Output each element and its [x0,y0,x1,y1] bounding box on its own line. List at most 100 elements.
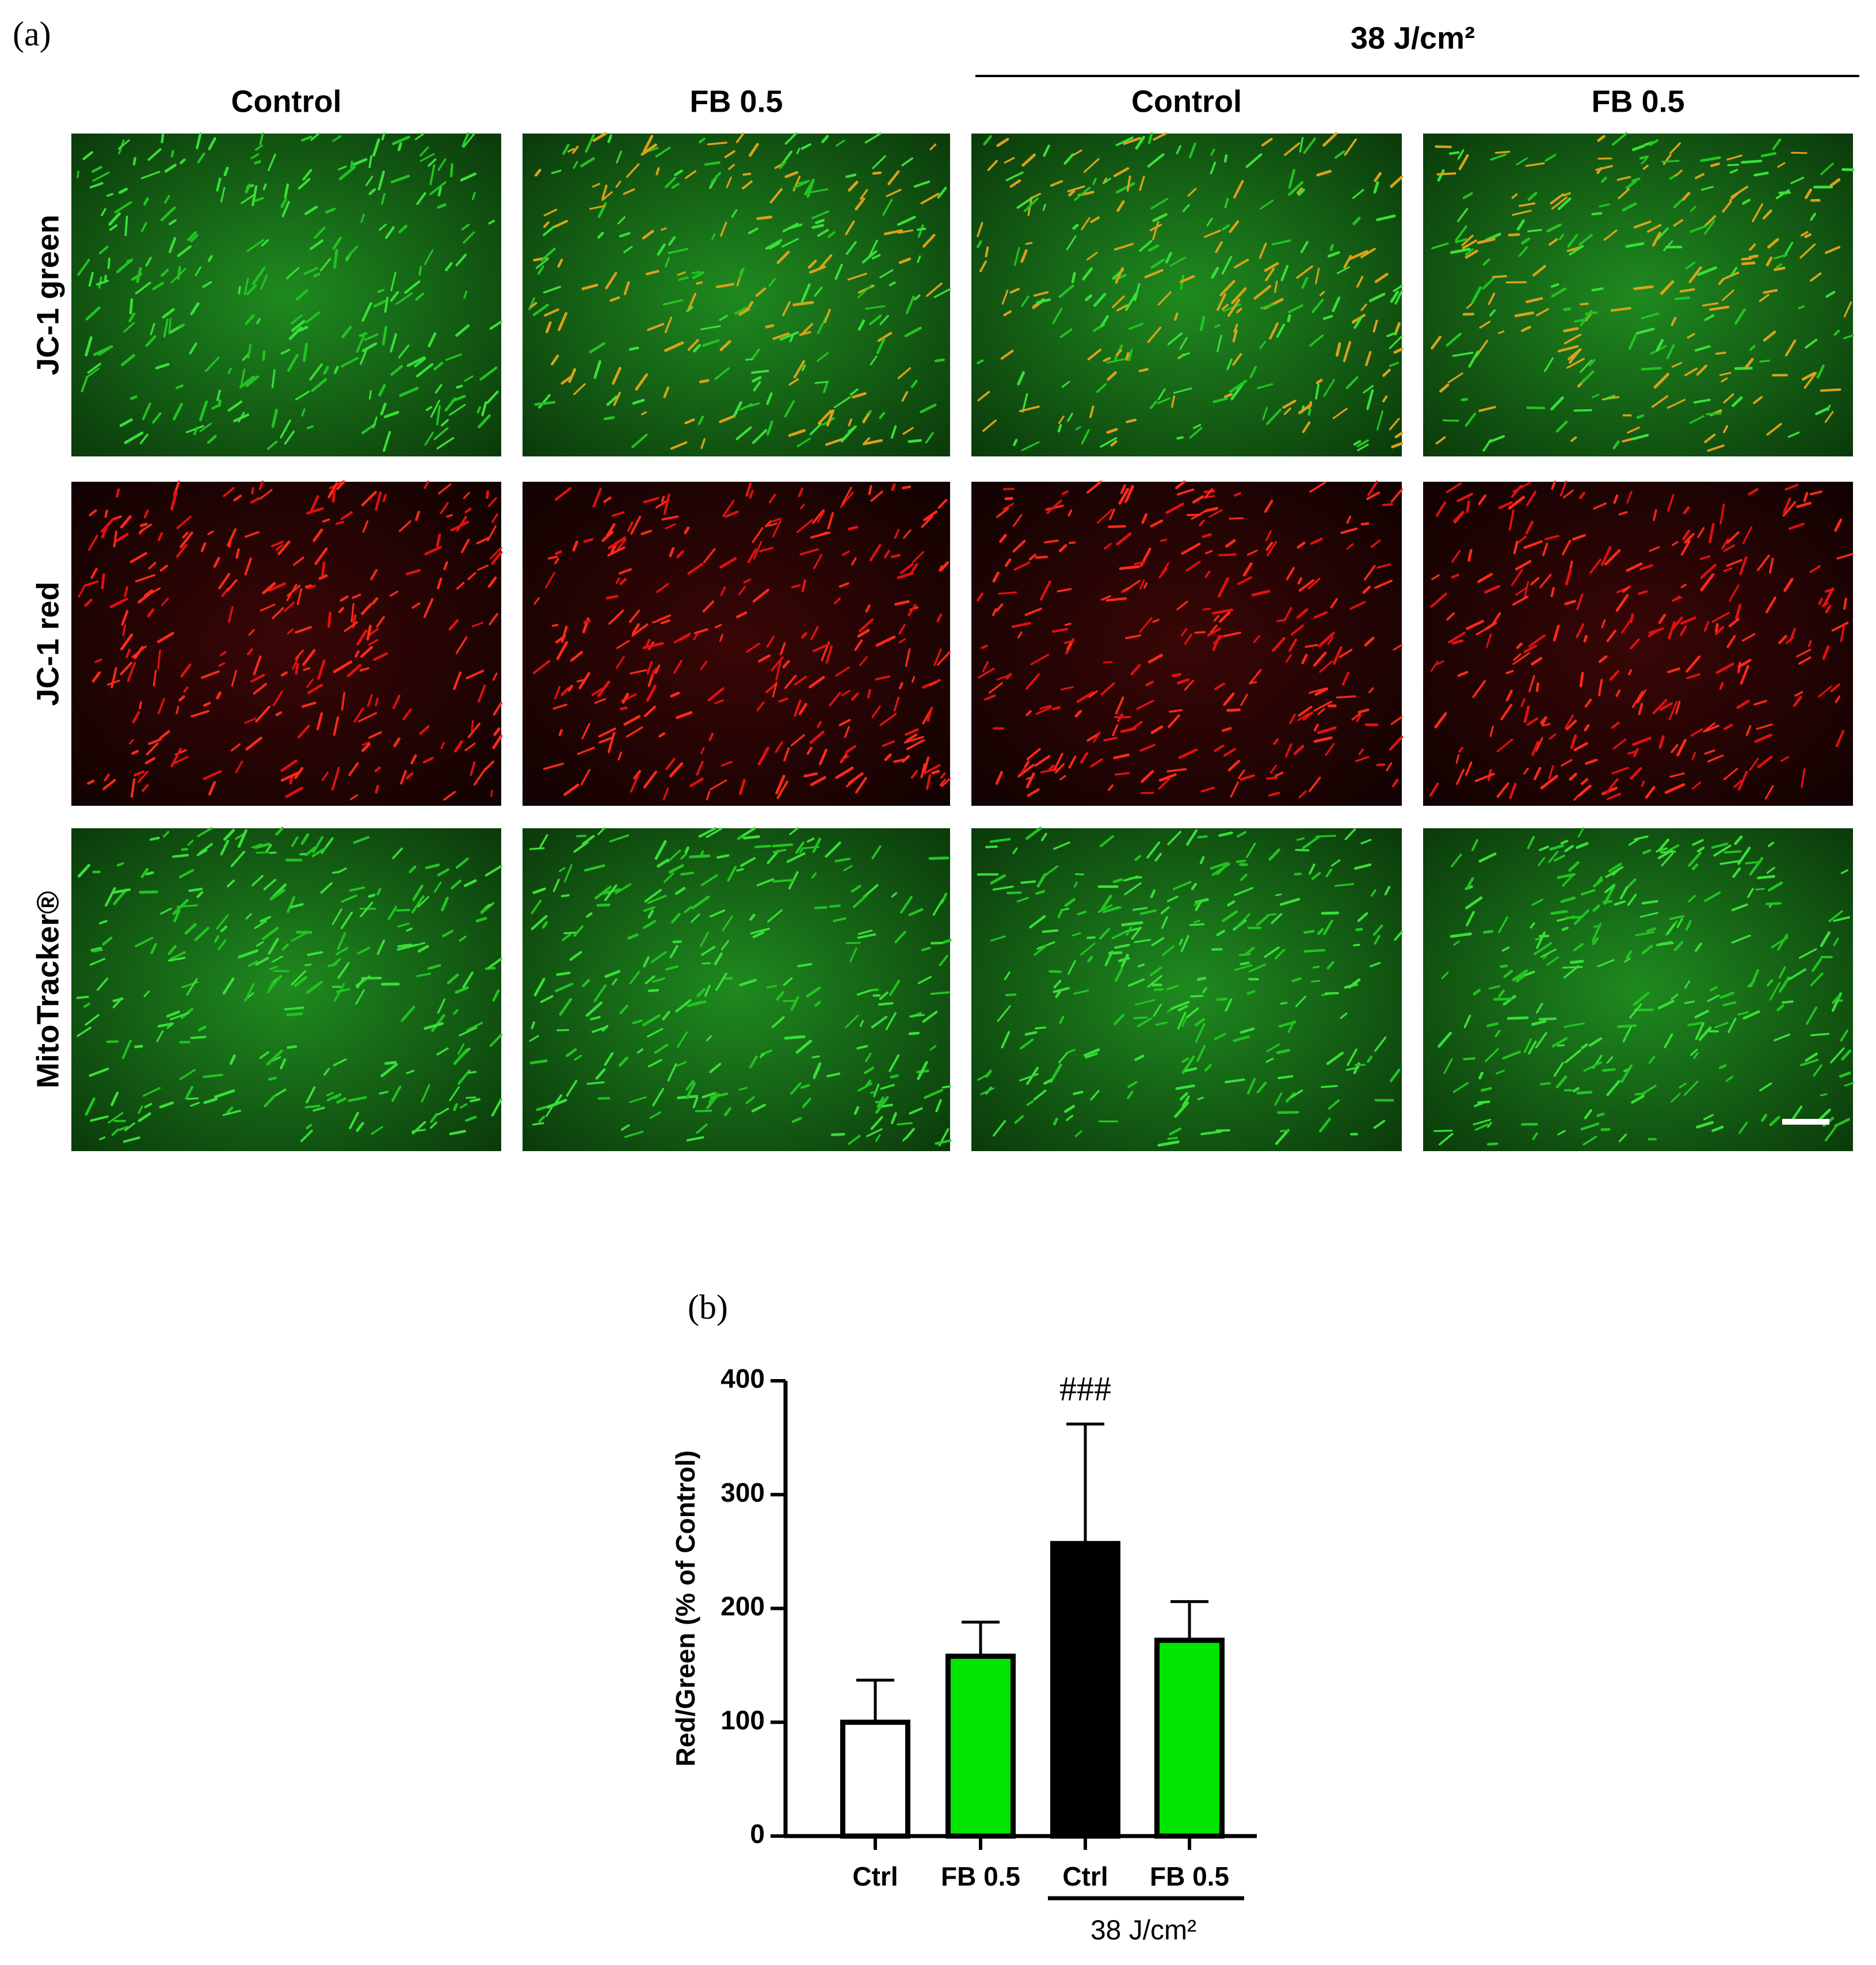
mitochondrion [1309,410,1310,414]
mitochondrion [681,873,693,874]
panel-label: (b) [688,1288,728,1326]
mitochondrion [1337,696,1355,698]
mitochondrion [1585,637,1586,641]
mitochondrion [1065,624,1070,625]
mitochondrion [188,1098,198,1099]
mitochondrion [1602,1129,1610,1130]
mitochondrion [369,895,374,896]
mitochondrion [944,940,950,943]
mitochondrion [556,551,561,553]
mitochondrion [830,905,840,906]
panel-label: (a) [13,15,51,53]
mitochondrion [1140,370,1147,371]
mitochondrion [1199,836,1207,837]
mitochondrion [621,708,626,709]
mitochondrion [933,771,939,773]
mitochondrion [752,371,768,372]
mitochondrion [1552,912,1566,914]
mitochondrion [472,721,473,731]
mitochondrion [1775,268,1784,270]
mitochondrion [102,574,104,588]
y-tick-label: 300 [720,1477,765,1507]
mitochondrion [1219,554,1236,555]
mitochondrion [134,158,135,165]
micrograph [523,482,950,806]
mitochondrion [77,997,87,998]
mitochondrion [1844,599,1846,609]
mitochondrion [773,880,792,881]
mitochondrion [451,164,452,176]
mitochondrion [891,1076,897,1077]
mitochondrion [746,359,752,360]
mitochondrion [306,1106,319,1107]
mitochondrion [252,489,253,494]
mitochondrion [1230,518,1243,519]
mitochondrion [315,274,319,276]
mitochondrion [553,625,558,626]
mitochondrion [1571,961,1583,962]
x-tick-label: Ctrl [852,1861,898,1891]
bar [1157,1640,1222,1836]
mitochondrion [910,1033,918,1034]
mitochondrion [486,968,495,969]
mitochondrion [1462,399,1467,400]
scale-bar [1782,1119,1829,1125]
mitochondrion [1581,673,1583,686]
mitochondrion [773,844,792,846]
mitochondrion [1537,684,1538,691]
mitochondrion [1130,877,1141,878]
mitochondrion [1195,632,1204,633]
mitochondrion [872,990,878,991]
mitochondrion [849,527,857,529]
mitochondrion [1331,245,1333,250]
mitochondrion [909,440,921,441]
micrograph [971,482,1402,806]
mitochondrion [370,391,371,399]
mitochondrion [986,247,988,256]
mitochondrion [697,283,701,284]
mitochondrion [1642,368,1660,370]
mitochondrion [386,1063,395,1064]
mitochondrion [1036,1027,1045,1029]
mitochondrion [630,348,638,349]
mitochondrion [605,417,613,418]
mitochondrion [1225,155,1226,161]
mitochondrion [182,849,188,850]
mitochondrion [832,1134,844,1135]
mitochondrion [1043,931,1058,932]
mitochondrion [1592,214,1601,215]
column-header: FB 0.5 [1591,84,1684,119]
group-header: 38 J/cm² [1351,21,1475,55]
mitochondrion [1036,557,1047,558]
y-tick-label: 200 [720,1591,765,1621]
mitochondrion [131,299,132,313]
mitochondrion [1168,1138,1177,1139]
mitochondrion [105,511,106,516]
mitochondrion [744,836,758,838]
micrograph [71,828,501,1151]
mitochondrion [1464,1058,1474,1059]
mitochondrion [649,990,658,991]
mitochondrion [1237,861,1245,862]
mitochondrion [239,287,240,293]
mitochondrion [162,134,163,142]
mitochondrion [140,702,141,708]
y-tick-label: 100 [720,1705,765,1735]
mitochondrion [1742,263,1754,264]
mitochondrion [1070,542,1075,543]
mitochondrion [1564,309,1570,310]
mitochondrion [870,486,871,494]
mitochondrion [756,846,770,847]
mitochondrion [1746,862,1759,863]
mitochondrion [1021,881,1035,882]
mitochondrion [291,777,292,783]
mitochondrion [1578,1092,1591,1094]
mitochondrion [703,963,710,964]
mitochondrion [1563,928,1568,930]
mitochondrion [1494,999,1511,1000]
mitochondrion [399,144,401,150]
mitochondrion [1026,243,1031,244]
mitochondrion [1218,999,1226,1000]
x-tick-label: Ctrl [1062,1861,1108,1891]
